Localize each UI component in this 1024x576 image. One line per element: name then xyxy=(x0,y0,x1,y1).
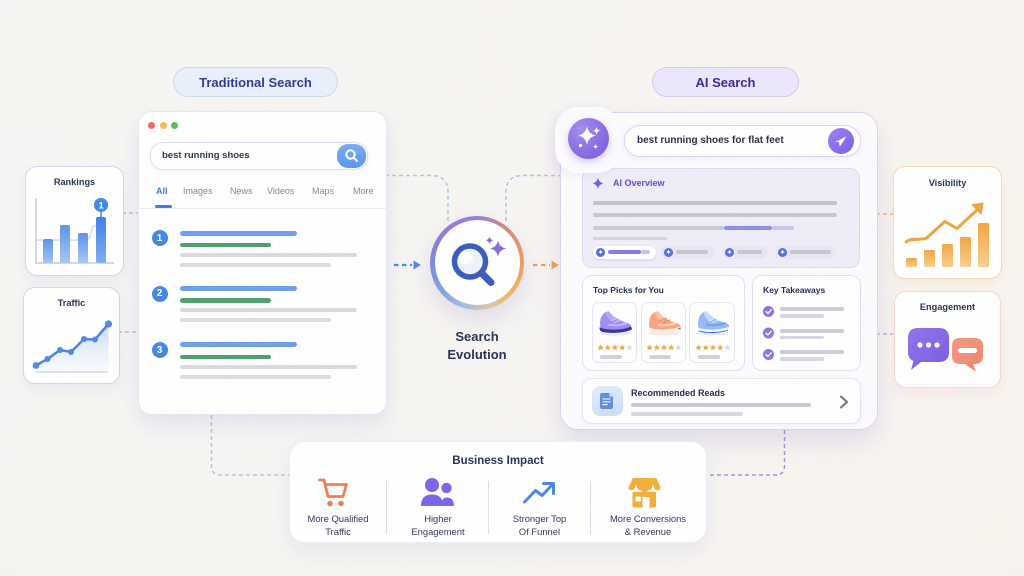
svg-text:1: 1 xyxy=(98,201,104,212)
